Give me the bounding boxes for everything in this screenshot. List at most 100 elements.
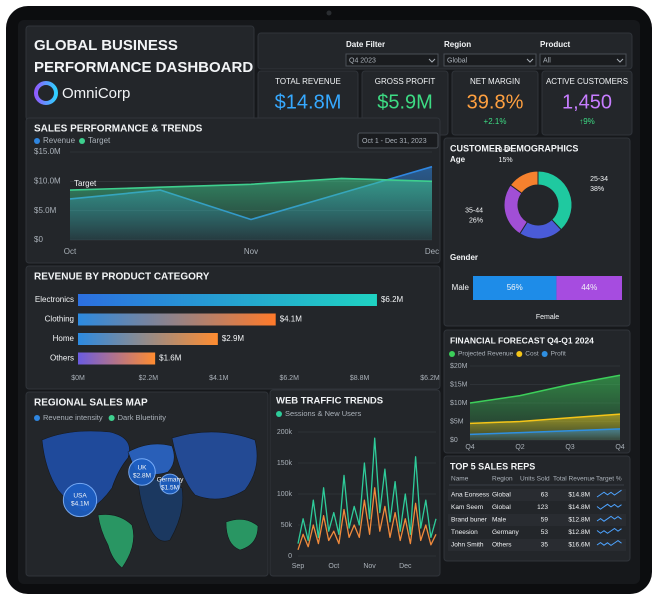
category-label: Others bbox=[50, 354, 74, 363]
kpi-change: +2.1% bbox=[484, 117, 507, 126]
filter-label: Region bbox=[444, 40, 471, 49]
filter-dropdown[interactable] bbox=[539, 53, 627, 67]
table-cell: 59 bbox=[541, 517, 549, 524]
y-tick-label: $10M bbox=[450, 400, 468, 407]
category-label: Clothing bbox=[45, 315, 74, 324]
kpi-label: TOTAL REVENUE bbox=[275, 77, 341, 86]
chart-title: FINANCIAL FORECAST Q4-Q1 2024 bbox=[450, 335, 594, 345]
kpi-value: $5.9M bbox=[377, 91, 433, 113]
filter-dropdown[interactable] bbox=[345, 53, 439, 67]
legend-label: Cost bbox=[525, 351, 539, 358]
column-header: Total Revenue bbox=[553, 476, 595, 483]
table-cell: Brand buner bbox=[451, 517, 488, 524]
sparkline bbox=[596, 527, 622, 534]
value-label: $4.1M bbox=[280, 315, 303, 324]
x-tick-label: Dec bbox=[425, 247, 439, 256]
segment-value: 38% bbox=[590, 186, 604, 193]
filter-value: Global bbox=[447, 57, 468, 64]
panel bbox=[541, 70, 633, 136]
filter-value: Q4 2023 bbox=[349, 57, 376, 64]
legend-label: Revenue intensity bbox=[43, 413, 103, 422]
filter-dropdown[interactable] bbox=[443, 53, 537, 67]
table-cell: Others bbox=[492, 542, 512, 549]
legend-marker bbox=[449, 351, 455, 357]
bubble bbox=[159, 473, 181, 495]
table-cell: $12.8M bbox=[568, 529, 590, 536]
bubble bbox=[62, 482, 98, 518]
bar bbox=[78, 333, 218, 345]
y-tick-label: 150k bbox=[277, 460, 293, 467]
map-region bbox=[97, 514, 134, 569]
table-cell: John Smith bbox=[451, 542, 484, 549]
donut-segment bbox=[509, 170, 539, 194]
table-cell: Global bbox=[492, 504, 511, 511]
row-stripe bbox=[448, 539, 626, 551]
x-tick-label: $8.8M bbox=[350, 375, 370, 382]
y-tick-label: 0 bbox=[288, 553, 292, 560]
x-tick-label: Q3 bbox=[565, 444, 574, 451]
column-header: Name bbox=[451, 476, 469, 483]
filter-value: All bbox=[543, 57, 551, 64]
legend-marker bbox=[108, 415, 115, 421]
series-area bbox=[470, 428, 620, 440]
chart-title: REGIONAL SALES MAP bbox=[34, 398, 148, 409]
table-cell: 53 bbox=[541, 529, 549, 536]
legend-marker bbox=[34, 415, 40, 421]
sparkline bbox=[596, 539, 622, 547]
y-tick-label: 50k bbox=[281, 522, 293, 529]
sparkline bbox=[596, 489, 622, 498]
y-tick-label: 200k bbox=[277, 429, 293, 436]
dropdown-arrow bbox=[526, 58, 534, 63]
y-tick-label: $20M bbox=[450, 363, 468, 370]
kpi-value: 1,450 bbox=[562, 91, 612, 113]
legend-label: Profit bbox=[551, 351, 566, 358]
camera bbox=[326, 10, 332, 16]
y-tick-label: $0 bbox=[450, 437, 458, 444]
legend-label: Revenue bbox=[43, 136, 76, 145]
date-range: Oct 1 - Dec 31, 2023 bbox=[362, 138, 427, 145]
table-cell: Ana Eonsess bbox=[451, 492, 490, 499]
kpi-value: 39.8% bbox=[467, 91, 524, 113]
chart-subtitle: Gender bbox=[450, 253, 478, 262]
column-header: Target % bbox=[596, 476, 622, 483]
category-label: Female bbox=[536, 314, 559, 321]
x-tick-label: Q2 bbox=[515, 444, 524, 451]
map-region bbox=[225, 518, 259, 551]
legend-label: Projected Revenue bbox=[458, 351, 514, 358]
row-stripe bbox=[448, 489, 626, 501]
x-tick-label: $2.2M bbox=[139, 375, 159, 382]
y-tick-label: $15.0M bbox=[34, 147, 61, 156]
column-header: Region bbox=[492, 476, 513, 483]
segment-value: 15% bbox=[499, 157, 513, 164]
legend-label: Dark Bluetinity bbox=[118, 413, 167, 422]
bubble bbox=[128, 458, 156, 486]
table-cell: 63 bbox=[541, 492, 549, 499]
x-tick-label: $6.2M bbox=[279, 375, 299, 382]
y-tick-label: $5M bbox=[450, 418, 464, 425]
y-tick-label: $15M bbox=[450, 381, 468, 388]
bar bbox=[78, 352, 156, 365]
x-tick-label: Q4 bbox=[465, 444, 474, 451]
value-label: 56% bbox=[507, 283, 523, 292]
series-line bbox=[469, 428, 621, 436]
legend-marker bbox=[541, 351, 548, 357]
table-cell: $14.8M bbox=[568, 504, 590, 511]
bar bbox=[78, 313, 276, 326]
logo-icon bbox=[34, 81, 58, 105]
x-tick-label: $4.1M bbox=[209, 375, 229, 382]
x-tick-label: Nov bbox=[244, 247, 258, 256]
value-label: $2.9M bbox=[222, 334, 245, 343]
filter-label: Date Filter bbox=[346, 40, 385, 49]
kpi-label: ACTIVE CUSTOMERS bbox=[546, 77, 628, 86]
x-tick-label: Sep bbox=[292, 563, 305, 570]
series-line bbox=[469, 413, 621, 425]
date-range-picker[interactable] bbox=[357, 132, 439, 149]
table-title: TOP 5 SALES REPS bbox=[450, 461, 535, 471]
series-line bbox=[297, 487, 437, 551]
dashboard-title: PERFORMANCE DASHBOARD bbox=[34, 59, 253, 76]
segment-label: 18-24 bbox=[495, 147, 513, 154]
bubble-value: $4.1M bbox=[71, 501, 89, 508]
series-line bbox=[297, 437, 437, 544]
bubble-label: USA bbox=[73, 493, 87, 500]
